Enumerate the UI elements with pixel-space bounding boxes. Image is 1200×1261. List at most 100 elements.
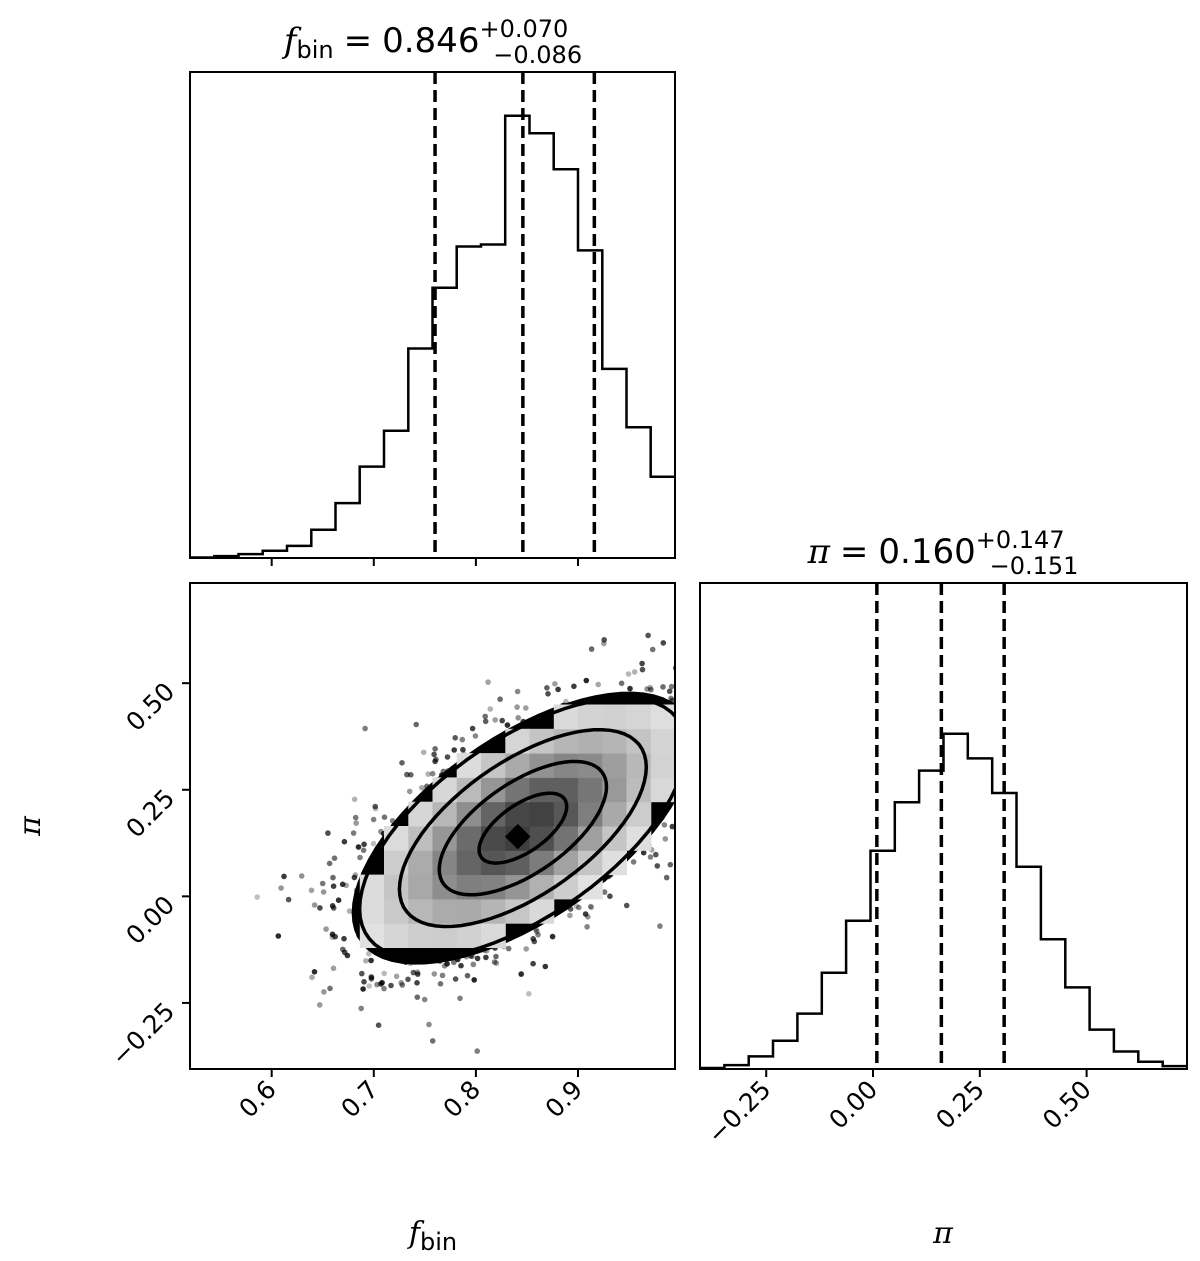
scatter-point: [406, 788, 413, 795]
pi-histogram-panel: −0.25 0.00 0.25 0.50 π = 0.160+0.147 −0.151 π: [699, 526, 1188, 1251]
scatter-point: [331, 855, 338, 861]
fbin-histogram-frame: [189, 71, 676, 559]
scatter-point: [742, 734, 748, 740]
scatter-point: [350, 830, 357, 836]
scatter-point: [776, 626, 782, 632]
density-bin: [359, 898, 385, 924]
scatter-point: [710, 697, 716, 703]
scatter-point: [514, 688, 521, 695]
scatter-point: [685, 759, 691, 765]
scatter-point: [667, 861, 674, 868]
scatter-point: [474, 1048, 481, 1054]
fbin-title-lower: −0.086: [493, 41, 582, 69]
scatter-point: [689, 748, 695, 754]
pi-x-tick-label-2: 0.25: [930, 1075, 990, 1135]
scatter-point: [325, 830, 331, 836]
pi-xlabel: π: [932, 1216, 954, 1251]
scatter-point: [708, 677, 714, 683]
scatter-point: [341, 935, 347, 942]
joint-x-tick-label-1: 0.7: [335, 1075, 384, 1124]
scatter-point: [381, 814, 388, 820]
scatter-point: [639, 660, 645, 667]
scatter-point: [660, 684, 666, 690]
scatter-point: [514, 704, 520, 710]
joint-y-tick-label-3: 0.50: [120, 677, 180, 737]
scatter-point: [320, 889, 327, 895]
scatter-point: [702, 783, 708, 789]
scatter-point: [555, 686, 561, 693]
scatter-point: [452, 735, 459, 741]
scatter-point: [485, 679, 491, 685]
fbin-quantile-lines: [433, 72, 597, 558]
scatter-point: [542, 963, 549, 970]
scatter-point: [420, 749, 427, 756]
scatter-point: [504, 722, 511, 728]
scatter-point: [583, 677, 590, 684]
density-bin: [481, 874, 506, 900]
scatter-point: [362, 725, 368, 732]
scatter-point: [469, 725, 476, 732]
scatter-point: [601, 637, 607, 643]
scatter-point: [584, 924, 590, 930]
scatter-point: [535, 932, 541, 938]
scatter-point: [482, 718, 489, 725]
scatter-point: [360, 986, 366, 992]
joint-y-tick-label-0: −0.25: [106, 997, 181, 1072]
density-bin: [432, 850, 458, 876]
scatter-point: [359, 970, 365, 977]
scatter-point: [823, 575, 829, 581]
scatter-point: [523, 705, 529, 711]
scatter-point: [351, 796, 358, 803]
fbin-histogram-steps: [190, 114, 675, 559]
scatter-point: [685, 757, 691, 763]
scatter-point: [414, 980, 420, 986]
scatter-point: [739, 733, 745, 739]
scatter-point: [523, 946, 529, 952]
scatter-point: [393, 973, 400, 980]
scatter-point: [460, 746, 466, 753]
scatter-point: [676, 741, 682, 747]
scatter-point: [685, 788, 691, 794]
density-bin: [578, 826, 603, 851]
scatter-point: [278, 885, 284, 891]
scatter-point: [627, 685, 633, 692]
scatter-point: [330, 965, 337, 972]
scatter-point: [429, 770, 436, 777]
density-bin: [505, 801, 530, 827]
scatter-point: [381, 970, 388, 977]
scatter-point: [414, 971, 421, 977]
density-bin: [553, 826, 579, 851]
scatter-point: [458, 962, 464, 969]
scatter-point: [437, 981, 444, 987]
scatter-point: [703, 704, 709, 710]
scatter-point: [720, 659, 726, 665]
scatter-point: [432, 746, 438, 752]
scatter-point: [663, 874, 670, 881]
scatter-point: [361, 841, 367, 848]
scatter-point: [588, 646, 595, 652]
scatter-point: [691, 786, 697, 792]
density-bin: [602, 704, 627, 730]
scatter-point: [716, 756, 722, 762]
scatter-point: [703, 754, 709, 760]
scatter-point: [329, 934, 336, 940]
pi-ticks: −0.25 0.00 0.25 0.50: [702, 1069, 1097, 1149]
scatter-point: [432, 758, 438, 765]
pi-quantile-lines: [875, 583, 1006, 1069]
scatter-point: [405, 976, 411, 983]
scatter-point: [340, 946, 346, 953]
scatter-point: [748, 726, 754, 732]
scatter-point: [623, 902, 630, 909]
scatter-point: [595, 681, 601, 688]
scatter-point: [680, 749, 686, 755]
scatter-point: [601, 889, 608, 895]
scatter-point: [421, 996, 428, 1003]
fbin-histogram-ticks: [270, 558, 579, 566]
scatter-point: [657, 923, 663, 929]
joint-xlabel: fbin: [407, 1216, 457, 1256]
scatter-point: [736, 755, 742, 761]
scatter-point: [285, 896, 292, 903]
scatter-point: [493, 953, 499, 960]
joint-ylabel: π: [13, 815, 48, 837]
joint-distribution-panel: 0.6 0.7 0.8 0.9 −0.25 0.00 0.25 0.50 π fbin: [13, 575, 829, 1256]
